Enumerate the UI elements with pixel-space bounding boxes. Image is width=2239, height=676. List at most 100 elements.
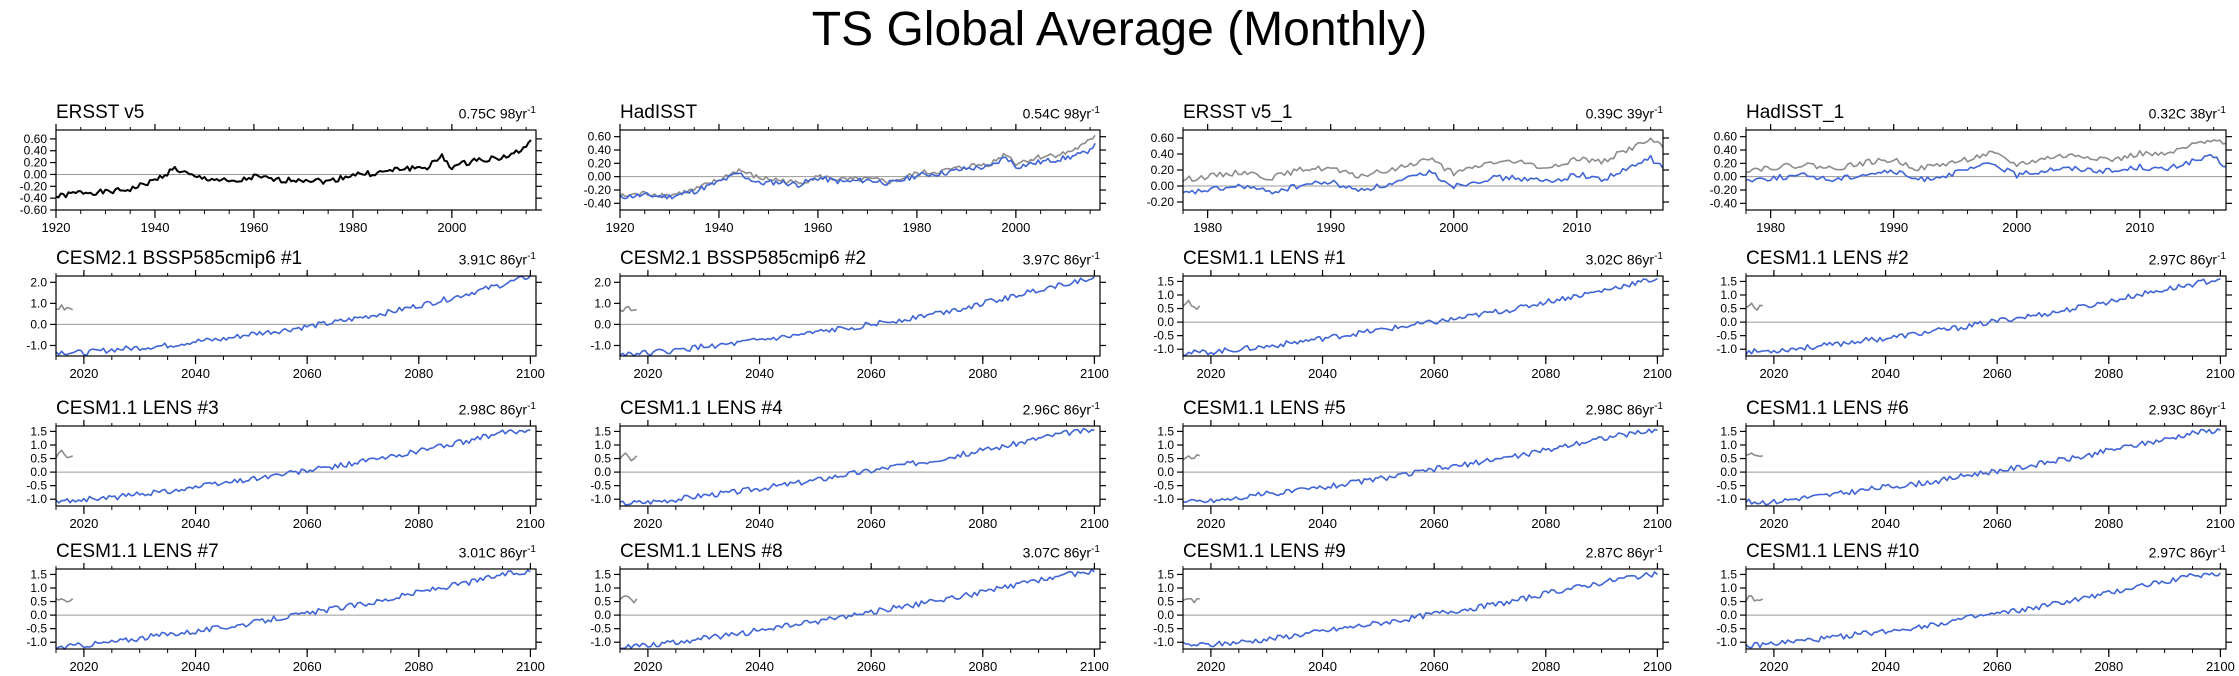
line-chart: 2020 2040 2060 2080 2100 -1.0-0.50.00.51.01.5 [1716,270,2235,381]
y-tick-label: 1.5 [1157,424,1174,438]
x-tick-label: 2060 [293,516,322,531]
plot-frame [619,129,1101,211]
line-chart: 2020 2040 2060 2080 2100 -1.0 0.0 1.0 2.0 [590,270,1109,381]
series-line-reference [55,304,74,311]
series-line-ensemble [619,427,1095,506]
panel-trend-label: 2.93C 86yr-1 [2148,401,2226,418]
y-tick-label: -1.0 [590,492,611,506]
x-tick-label: 2060 [1983,659,2012,674]
y-tick-label: 0.0 [1720,608,1737,622]
x-tick-label: 2020 [69,516,98,531]
y-tick-label: 0.5 [1157,595,1174,609]
series-line-ensemble [619,276,1095,357]
y-tick-label: 0.40 [1151,147,1175,161]
x-tick-label: 2040 [181,516,210,531]
y-tick-label: 1.5 [1157,274,1174,288]
x-tick-label: 2100 [2206,516,2235,531]
x-tick-label: 2100 [1080,659,1109,674]
y-tick-label: -1.0 [26,492,47,506]
series-line-reference [1745,302,1763,311]
series-line-ensemble [1745,277,2221,356]
x-tick-label: 2020 [1196,366,1225,381]
x-tick-label: 1920 [606,220,635,235]
panel-title: HadISST [620,102,698,123]
y-tick-label: 0.0 [30,465,47,479]
line-chart: 2020 2040 2060 2080 2100 -1.0-0.50.00.51.01.5 [1716,563,2235,674]
panel-title: CESM1.1 LENS #10 [1746,541,1920,562]
y-tick-label: 0.20 [588,156,612,170]
y-tick-label: 1.0 [1157,581,1174,595]
x-tick-label: 1980 [338,220,367,235]
panel-trend-label: 3.01C 86yr-1 [458,544,536,561]
panel-trend-label: 3.07C 86yr-1 [1022,544,1100,561]
line-chart: 1980 1990 2000 2010 -0.20 0.00 0.20 0.40 0.60 [1147,124,1669,235]
x-tick-label: 2040 [745,659,774,674]
y-tick-label: 1.0 [30,581,47,595]
y-tick-label: 0.40 [1714,143,1738,157]
x-tick-label: 2080 [2094,516,2123,531]
x-tick-label: 2080 [404,366,433,381]
line-chart: 2020 2040 2060 2080 2100 -1.0-0.50.00.51.01.5 [590,563,1109,674]
panel-title: CESM1.1 LENS #7 [56,541,219,562]
y-tick-label: -0.5 [26,622,47,636]
x-tick-label: 2060 [293,659,322,674]
y-tick-label: -0.40 [584,196,612,210]
y-tick-label: -1.0 [1153,342,1174,356]
series-line-reference [619,452,638,462]
plot-frame [55,568,537,650]
y-tick-label: -1.0 [26,338,47,352]
plot-frame [55,275,537,357]
series-line-ensemble [1182,571,1658,648]
series-line-reference [619,305,637,313]
y-tick-label: -1.0 [1153,635,1174,649]
y-tick-label: -0.20 [20,179,48,193]
series-line-reference [1182,453,1201,461]
y-tick-label: 1.5 [1720,567,1737,581]
y-tick-label: -0.5 [1153,329,1174,343]
plot-frame [1745,275,2227,357]
x-tick-label: 2100 [516,659,545,674]
x-tick-label: 2100 [1643,516,1672,531]
y-tick-label: 0.0 [594,608,611,622]
y-tick-label: -0.5 [590,479,611,493]
x-tick-label: 2100 [1080,366,1109,381]
x-tick-label: 2100 [2206,366,2235,381]
x-tick-label: 2080 [1531,516,1560,531]
series-line-reference [619,595,638,604]
y-tick-label: 0.5 [1720,452,1737,466]
y-tick-label: -0.60 [20,203,48,217]
y-tick-label: -1.0 [1716,342,1737,356]
x-tick-label: 1980 [1756,220,1785,235]
x-tick-label: 2000 [1001,220,1030,235]
plot-frame [619,275,1101,357]
series-line-reference [619,134,1096,199]
x-tick-label: 1920 [42,220,71,235]
series-line-reference [1182,137,1664,182]
x-tick-label: 2040 [1308,659,1337,674]
y-tick-label: -1.0 [590,338,611,352]
y-tick-label: 0.00 [1714,170,1738,184]
x-tick-label: 2060 [1420,659,1449,674]
plot-frame [1182,275,1664,357]
panel-title: CESM1.1 LENS #3 [56,398,219,419]
panel-title: CESM1.1 LENS #4 [620,398,783,419]
y-tick-label: 0.5 [1720,595,1737,609]
y-tick-label: 1.0 [1720,438,1737,452]
series-line-ensemble [1745,428,2221,506]
panel-trend-label: 0.32C 38yr-1 [2148,105,2226,122]
panel-title: CESM1.1 LENS #9 [1183,541,1346,562]
line-chart: 2020 2040 2060 2080 2100 -1.0-0.50.00.51.01.5 [1153,420,1672,531]
x-tick-label: 2040 [745,516,774,531]
x-tick-label: 2100 [1643,659,1672,674]
series-line-ensemble [619,568,1095,650]
y-tick-label: 0.40 [24,144,48,158]
x-tick-label: 2080 [2094,659,2123,674]
y-tick-label: 0.5 [1720,302,1737,316]
series-line-ensemble [55,275,531,357]
x-tick-label: 2080 [968,366,997,381]
series-line-ensemble [1745,153,2227,183]
line-chart: 1920 1940 1960 1980 2000-0.60-0.40-0.200.000… [20,124,542,235]
panel-trend-label: 2.96C 86yr-1 [1022,401,1100,418]
line-chart: 1980 1990 2000 2010 -0.40-0.200.000.200.400.… [1710,124,2232,235]
plot-frame [619,425,1101,507]
